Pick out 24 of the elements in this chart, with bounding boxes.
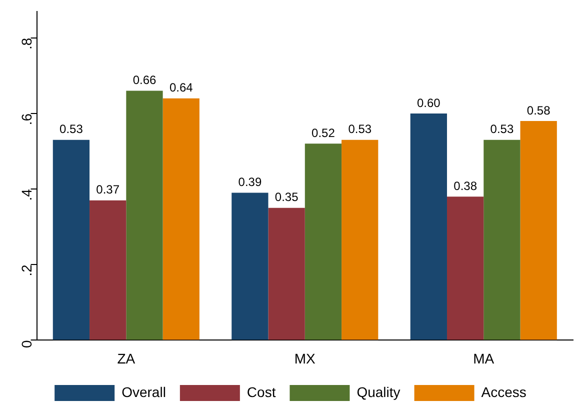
y-tick-label: 0 [18, 340, 35, 348]
y-tick-label: .4 [18, 188, 35, 201]
x-tick-label: ZA [117, 350, 136, 366]
legend-label: Quality [356, 384, 400, 400]
x-tick-label: MX [294, 350, 316, 366]
data-label: 0.39 [238, 175, 262, 190]
data-label: 0.53 [60, 122, 84, 136]
legend-label: Overall [122, 384, 166, 400]
data-label: 0.58 [526, 103, 551, 118]
data-label: 0.64 [169, 80, 194, 95]
data-label: 0.53 [490, 122, 514, 136]
x-tick-label: MA [473, 350, 495, 366]
y-tick-label: .8 [18, 38, 35, 50]
legend-label: Cost [246, 384, 276, 400]
y-tick-label: .2 [18, 264, 35, 276]
data-label: 0.38 [454, 178, 478, 193]
legend-label: Access [481, 384, 526, 400]
data-label: 0.52 [312, 126, 336, 140]
data-label: 0.35 [274, 190, 299, 204]
y-tick-label: .6 [18, 113, 35, 126]
data-label: 0.66 [132, 73, 156, 88]
data-label: 0.53 [348, 122, 372, 136]
data-label: 0.37 [96, 182, 120, 197]
data-label: 0.60 [416, 96, 441, 110]
